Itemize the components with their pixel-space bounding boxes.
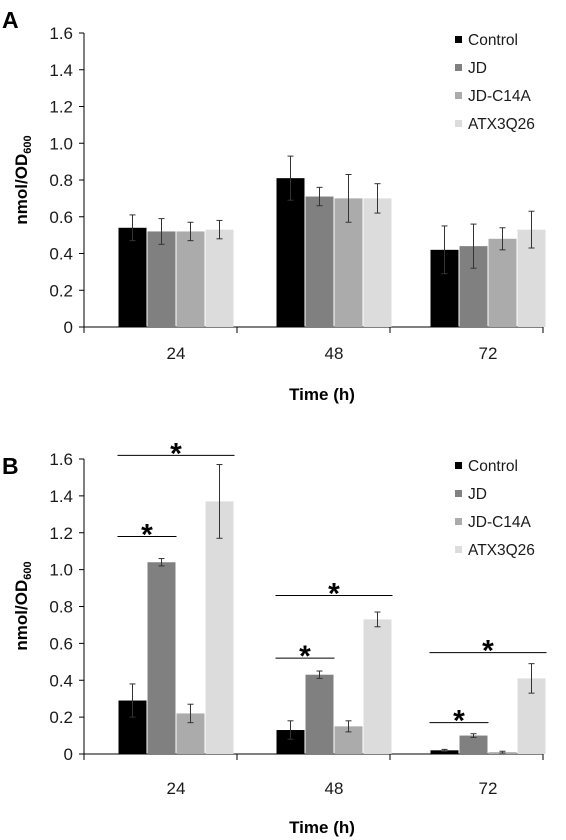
- legend-label: Control: [468, 458, 518, 475]
- bar-atx3q26: [363, 198, 392, 327]
- significance-star: *: [299, 640, 311, 673]
- bar-jd: [305, 674, 334, 754]
- legend-label: JD: [468, 486, 487, 503]
- y-tick-label: 0: [64, 745, 73, 764]
- bar-jd: [147, 562, 176, 754]
- y-tick-label: 0.2: [49, 281, 73, 300]
- y-tick-label: 1.2: [49, 524, 73, 543]
- legend-swatch: [455, 490, 462, 497]
- bar-atx3q26: [205, 501, 234, 754]
- y-tick-label: 0.2: [49, 708, 73, 727]
- legend-label: JD-C14A: [468, 514, 532, 531]
- x-axis-title: Time (h): [289, 818, 355, 837]
- y-axis-title-subscript: 600: [22, 135, 34, 153]
- x-axis-title: Time (h): [289, 385, 355, 404]
- y-tick-label: 0.6: [49, 208, 73, 227]
- legend-swatch: [455, 546, 462, 553]
- legend-label: JD: [468, 60, 487, 77]
- y-axis-title: nmol/OD600: [12, 561, 34, 650]
- bar-control: [118, 227, 147, 327]
- legend-label: ATX3Q26: [468, 542, 535, 559]
- bar-atx3q26: [205, 229, 234, 327]
- legend-label: ATX3Q26: [468, 116, 535, 133]
- x-tick-label: 48: [325, 344, 344, 363]
- significance-star: *: [141, 518, 153, 551]
- legend-swatch: [455, 36, 462, 43]
- x-tick-label: 24: [167, 344, 186, 363]
- legend-swatch: [455, 518, 462, 525]
- bar-control: [276, 178, 305, 327]
- legend-swatch: [455, 64, 462, 71]
- x-tick-label: 72: [479, 779, 498, 798]
- bar-jd-c14a: [176, 231, 205, 327]
- x-tick-label: 48: [325, 779, 344, 798]
- y-tick-label: 0.8: [49, 598, 73, 617]
- x-tick-label: 24: [167, 779, 186, 798]
- legend-swatch: [455, 92, 462, 99]
- legend-swatch: [455, 462, 462, 469]
- significance-star: *: [328, 577, 340, 610]
- y-tick-label: 0.6: [49, 634, 73, 653]
- y-tick-label: 0.4: [49, 671, 73, 690]
- y-axis-title: nmol/OD600: [12, 135, 34, 224]
- bar-control: [276, 730, 305, 754]
- bar-jd: [147, 231, 176, 327]
- y-tick-label: 1.0: [49, 561, 73, 580]
- panel-letter: A: [2, 7, 19, 33]
- significance-star: *: [482, 635, 494, 668]
- y-tick-label: 1.2: [49, 98, 73, 117]
- y-axis-title-subscript: 600: [22, 561, 34, 579]
- y-tick-label: 0: [64, 318, 73, 337]
- bar-atx3q26: [363, 619, 392, 754]
- y-tick-label: 1.0: [49, 134, 73, 153]
- y-tick-label: 0.8: [49, 171, 73, 190]
- y-tick-label: 1.6: [49, 24, 73, 43]
- legend-swatch: [455, 120, 462, 127]
- bar-control: [430, 750, 459, 754]
- y-tick-label: 0.4: [49, 245, 73, 264]
- legend-label: JD-C14A: [468, 88, 532, 105]
- chart-panel-B: B 0 0.2 0.4 0.6 0.8 1.0 1.2 1.4 1.6 24 48 72 Time (h)…: [2, 437, 547, 837]
- legend-label: Control: [468, 32, 518, 49]
- panel-letter: B: [2, 453, 19, 479]
- significance-star: *: [170, 437, 182, 470]
- chart-panel-A: A 0 0.2 0.4 0.6 0.8 1.0 1.2 1.4 1.6 24 48 72 Time (h)…: [2, 7, 546, 404]
- y-tick-label: 1.4: [49, 487, 73, 506]
- y-tick-label: 1.6: [49, 450, 73, 469]
- significance-star: *: [453, 705, 465, 738]
- x-tick-label: 72: [479, 344, 498, 363]
- bar-jd-c14a: [488, 238, 517, 327]
- bar-jd: [459, 735, 488, 754]
- bar-jd: [305, 196, 334, 327]
- y-tick-label: 1.4: [49, 61, 73, 80]
